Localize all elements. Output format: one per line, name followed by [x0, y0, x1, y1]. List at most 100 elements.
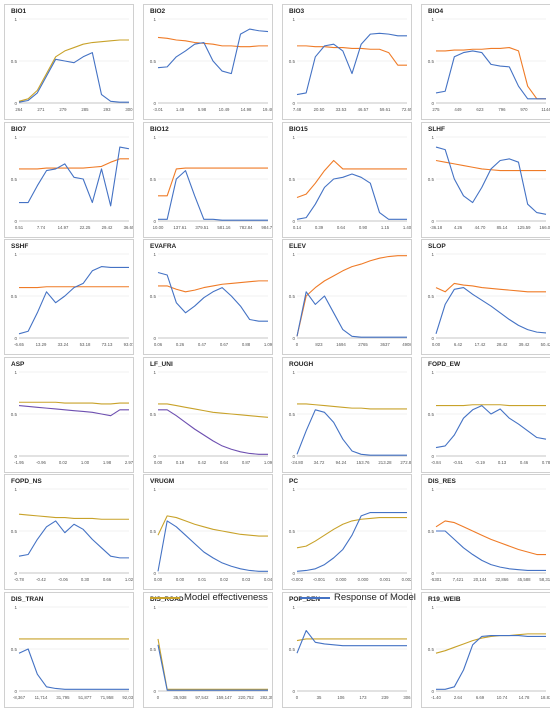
chart-panel-bio15: BIO15 0 0.5 1 0.14 0.39 0.64 0.90 1.15 1.40 — [282, 121, 412, 238]
x-tick-label: 0.14 — [293, 225, 302, 230]
x-tick-label: 1.09 — [264, 460, 272, 465]
series-line-effectiveness — [19, 286, 129, 289]
x-tick-label: 970 — [520, 107, 528, 112]
x-tick-label: 0.30 — [81, 577, 90, 582]
series-line-response — [18, 520, 129, 559]
x-tick-label: 4908 — [402, 342, 411, 347]
chart-plot: 0 0.5 1 0.14 0.39 0.64 0.90 1.15 1.40 — [289, 134, 411, 230]
y-tick-label: 1 — [153, 134, 156, 139]
x-tick-label: 0.87 — [242, 460, 251, 465]
series-line-response — [296, 172, 407, 220]
x-tick-label: 153.76 — [356, 460, 370, 465]
y-tick-label: 0.5 — [150, 529, 157, 534]
chart-panel-asp: ASP 0 0.5 1 -1.95 -0.96 0.02 1.00 1.98 2.97 — [4, 356, 134, 473]
chart-title: ELEV — [289, 243, 306, 250]
chart-title: EVAFRA — [150, 243, 177, 250]
x-tick-label: 39.42 — [519, 342, 530, 347]
x-tick-label: 0.04 — [264, 577, 272, 582]
chart-panel-bio3: BIO3 0 0.5 1 7.48 20.50 33.53 46.57 59.61 72.65 — [282, 4, 412, 120]
x-tick-label: 13.29 — [36, 342, 47, 347]
y-tick-label: 0.5 — [11, 59, 18, 64]
y-tick-label: 0 — [14, 218, 17, 223]
chart-panel-slop: SLOP 0 0.5 1 0.00 6.42 17.42 28.42 39.42 50.42 — [421, 239, 550, 355]
y-tick-label: 0 — [153, 218, 156, 223]
x-tick-label: 0 — [296, 695, 299, 700]
chart-title: PC — [289, 478, 299, 485]
chart-grid: BIO1 0 0.5 1 264 271 279 285 293 300 BIO2 0 0.5 1 -3.0… — [4, 4, 550, 708]
x-tick-label: 7.48 — [293, 107, 302, 112]
x-tick-label: 300 — [125, 107, 133, 112]
x-tick-label: 6.42 — [454, 342, 463, 347]
legend-label-effectiveness: Model effectiveness — [184, 592, 268, 603]
y-tick-label: 1 — [431, 252, 434, 257]
series-line-response — [435, 50, 546, 100]
x-tick-label: 18.83 — [541, 695, 550, 700]
y-tick-label: 0 — [14, 571, 17, 576]
y-tick-label: 0 — [292, 453, 295, 458]
y-tick-label: 0.5 — [150, 176, 157, 181]
series-line-effectiveness — [296, 255, 407, 337]
x-tick-label: -1.95 — [14, 460, 24, 465]
x-tick-label: 306 — [403, 695, 411, 700]
y-tick-label: 0.5 — [11, 176, 18, 181]
x-tick-label: 0.13 — [498, 460, 507, 465]
chart-title: BIO1 — [11, 8, 27, 15]
y-tick-label: 1 — [292, 252, 295, 257]
chart-title: FOPD_EW — [428, 360, 461, 368]
x-tick-label: 31,795 — [56, 695, 70, 700]
series-line-response — [296, 629, 407, 653]
x-tick-label: 1144 — [541, 107, 550, 112]
x-tick-label: 782.84 — [239, 225, 253, 230]
x-tick-label: 0.46 — [520, 460, 529, 465]
chart-panel-rough: ROUGH 0 0.5 1 -24.80 34.72 94.24 153.76 213.28 27… — [282, 356, 412, 473]
x-tick-label: 2.97 — [125, 460, 133, 465]
series-line-effectiveness — [436, 403, 546, 406]
chart-plot: 0 0.5 1 0.06 0.26 0.47 0.67 0.88 1.09 — [150, 252, 272, 347]
x-tick-label: -0.84 — [431, 460, 441, 465]
chart-title: LF_UNI — [150, 360, 173, 368]
x-tick-label: -8,367 — [13, 695, 26, 700]
series-line-response — [157, 644, 268, 691]
series-line-response — [158, 169, 268, 221]
x-tick-label: 35 — [317, 695, 322, 700]
x-tick-label: -0.42 — [36, 577, 46, 582]
y-tick-label: 1 — [431, 487, 434, 492]
x-tick-label: 272.80 — [400, 460, 411, 465]
chart-panel-fopd-ns: FOPD_NS 0 0.5 1 -0.78 -0.42 -0.06 0.30 0.66 1.02 — [4, 474, 134, 590]
x-tick-label: 20,144 — [473, 577, 487, 582]
chart-plot: 0 0.5 1 -0.002 -0.001 0.000 0.000 0.001 0.002 — [289, 487, 411, 582]
x-tick-label: 271 — [37, 107, 45, 112]
x-tick-label: 159,147 — [216, 695, 232, 700]
x-tick-label: 50.42 — [541, 342, 550, 347]
y-tick-label: 1 — [292, 134, 295, 139]
x-tick-label: 2.64 — [454, 695, 463, 700]
series-line-response — [18, 404, 129, 416]
y-tick-label: 0 — [14, 453, 17, 458]
y-tick-label: 0 — [292, 218, 295, 223]
x-tick-label: 0.00 — [154, 577, 163, 582]
series-line-effectiveness — [296, 517, 407, 549]
y-tick-label: 0 — [292, 688, 295, 693]
chart-panel-fopd-ew: FOPD_EW 0 0.5 1 -0.84 -0.51 -0.19 0.13 0.46 0.78 — [421, 356, 550, 473]
x-tick-label: 35,938 — [173, 695, 187, 700]
y-tick-label: 0.5 — [428, 529, 435, 534]
x-tick-label: 97,542 — [195, 695, 209, 700]
y-tick-label: 0.5 — [428, 294, 435, 299]
x-tick-label: -0.51 — [453, 460, 463, 465]
x-tick-label: 0.78 — [542, 460, 550, 465]
y-tick-label: 1 — [292, 369, 295, 374]
chart-plot: 0 0.5 1 0 823 1694 2765 3637 4908 — [289, 252, 411, 347]
series-line-response — [435, 404, 547, 448]
chart-title: SLHF — [428, 125, 445, 133]
series-line-response — [19, 146, 130, 206]
x-tick-label: 32,866 — [495, 577, 509, 582]
x-tick-label: 46.57 — [358, 107, 369, 112]
x-tick-label: 14.98 — [241, 107, 252, 112]
chart-plot: 0 0.5 1 0.00 0.00 0.01 0.02 0.03 0.04 — [150, 487, 272, 582]
x-tick-label: 581.16 — [217, 225, 231, 230]
x-tick-label: -0.96 — [36, 460, 46, 465]
x-tick-label: 33.24 — [58, 342, 69, 347]
x-tick-label: 137.61 — [173, 225, 187, 230]
y-tick-label: 0 — [153, 453, 156, 458]
